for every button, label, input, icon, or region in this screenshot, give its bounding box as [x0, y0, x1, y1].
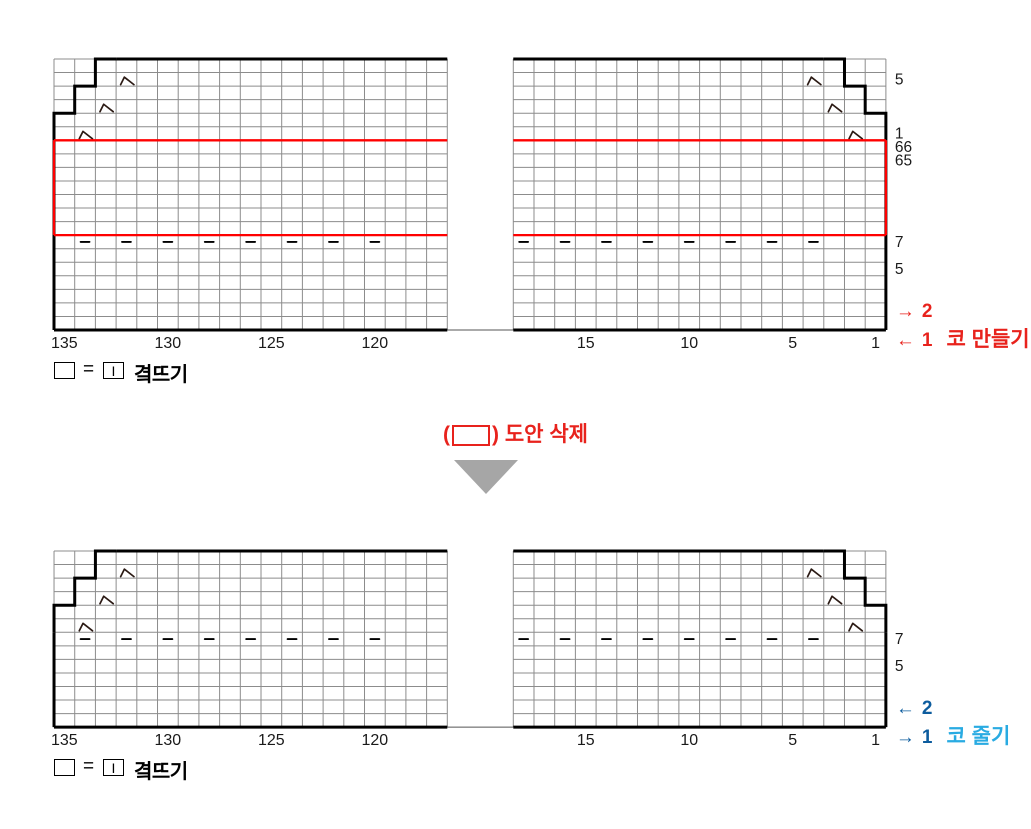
svg-text:5: 5 [895, 71, 904, 88]
svg-text:7: 7 [895, 234, 904, 251]
svg-text:1: 1 [895, 126, 904, 143]
svg-text:7: 7 [895, 631, 904, 648]
svg-text:5: 5 [895, 261, 904, 278]
svg-text:5: 5 [895, 658, 904, 675]
